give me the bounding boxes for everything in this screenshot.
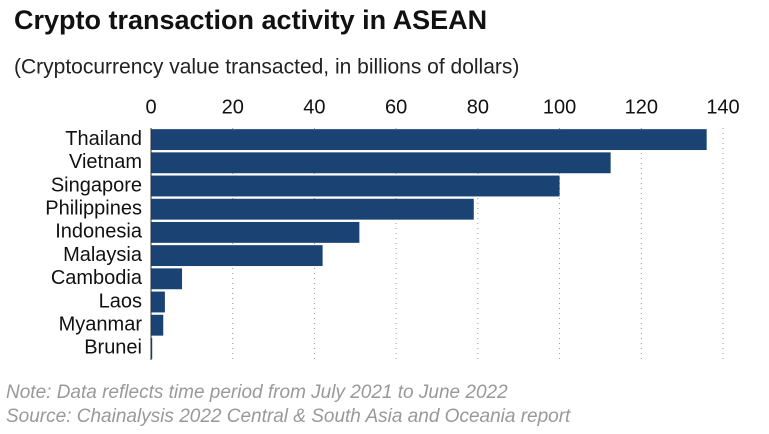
y-tick-label: Laos (99, 290, 142, 312)
y-tick-label: Vietnam (69, 151, 142, 173)
chart-title: Crypto transaction activity in ASEAN (14, 5, 487, 35)
chart-subtitle: (Cryptocurrency value transacted, in bil… (14, 56, 519, 79)
x-tick-label: 140 (706, 96, 739, 118)
bar (151, 221, 360, 243)
x-tick-label: 40 (303, 96, 325, 118)
x-tick-label: 100 (543, 96, 576, 118)
bar (151, 175, 560, 197)
bar (151, 268, 183, 290)
x-tick-label: 120 (625, 96, 658, 118)
x-tick-label: 80 (467, 96, 489, 118)
x-tick-label: 60 (385, 96, 407, 118)
bar (151, 129, 707, 151)
y-tick-label: Indonesia (55, 221, 143, 243)
y-tick-label: Myanmar (59, 313, 143, 335)
bar (151, 198, 474, 220)
note: Note: Data reflects time period from Jul… (6, 382, 508, 403)
y-tick-label: Philippines (45, 197, 142, 219)
bar (151, 337, 153, 359)
y-tick-label: Singapore (51, 174, 142, 196)
bar (151, 152, 611, 174)
y-tick-label: Brunei (84, 337, 142, 359)
bar (151, 291, 165, 313)
bar (151, 314, 164, 336)
bar (151, 245, 323, 267)
x-tick-label: 20 (222, 96, 244, 118)
y-tick-label: Cambodia (51, 267, 143, 289)
y-tick-label: Thailand (65, 128, 142, 150)
x-tick-label: 0 (145, 96, 156, 118)
y-tick-label: Malaysia (63, 244, 143, 266)
source-note: Source: Chainalysis 2022 Central & South… (6, 406, 571, 427)
